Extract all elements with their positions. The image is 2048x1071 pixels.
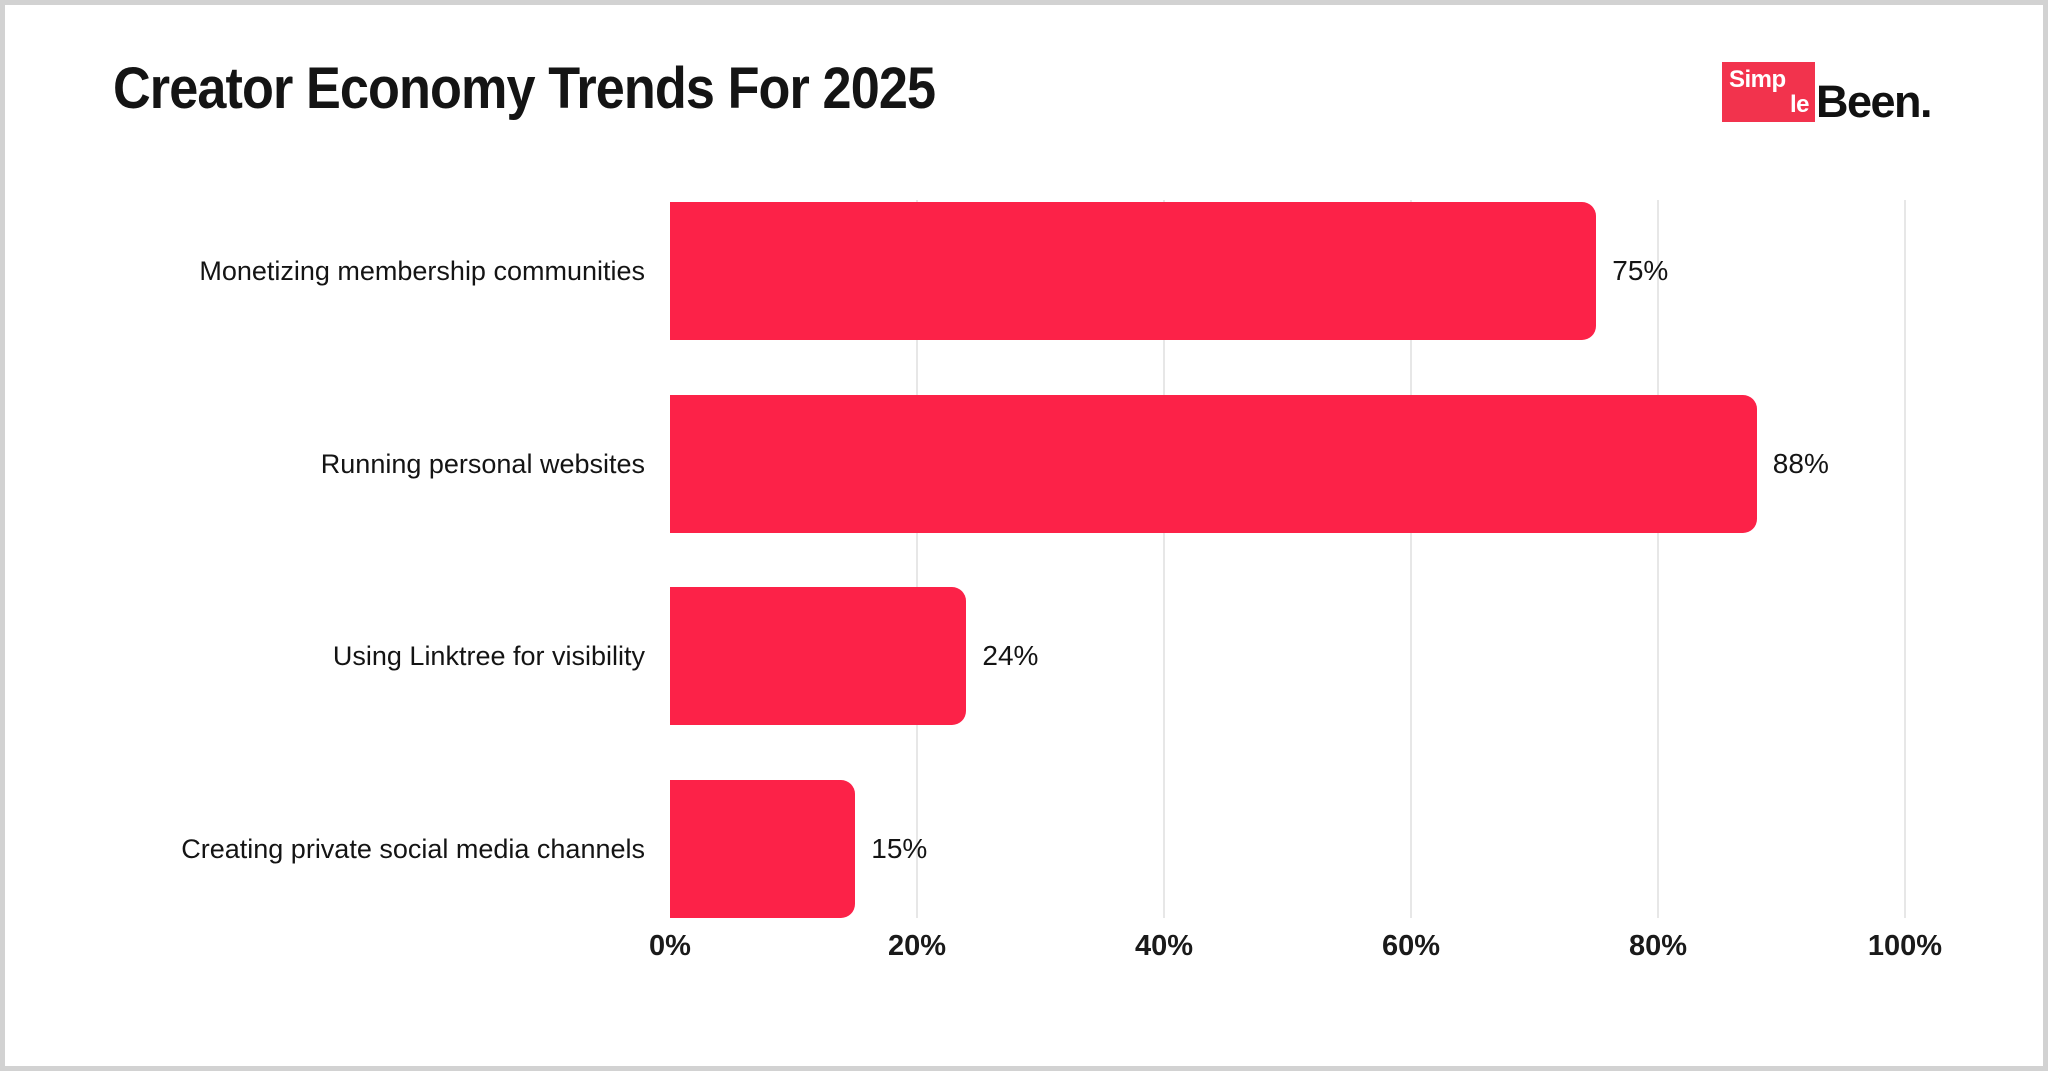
gridline bbox=[1163, 200, 1165, 918]
bar bbox=[670, 202, 1597, 340]
bar-value-label: 15% bbox=[871, 832, 928, 864]
bar bbox=[670, 779, 856, 918]
gridline bbox=[1657, 200, 1659, 918]
x-tick-label: 20% bbox=[887, 930, 947, 962]
bar-chart: Monetizing membership communities 75% Runn… bbox=[5, 5, 2043, 1066]
bar-category-label: Creating private social media channels bbox=[181, 833, 645, 864]
x-tick-label: 60% bbox=[1381, 930, 1441, 962]
bar-value-label: 24% bbox=[982, 640, 1039, 671]
gridline bbox=[1904, 200, 1906, 918]
logo-mark-text-line2: le bbox=[1789, 90, 1810, 118]
bar bbox=[670, 394, 1757, 533]
bar-category-label: Running personal websites bbox=[320, 448, 645, 479]
simplebeen-logo: Simp le Been. bbox=[1722, 62, 1933, 126]
gridline bbox=[916, 200, 918, 918]
x-tick-label: 100% bbox=[1867, 930, 1943, 962]
logo-wordmark: Been. bbox=[1816, 76, 1933, 127]
bar-category-label: Monetizing membership communities bbox=[199, 256, 645, 286]
bar-category-label: Using Linktree for visibility bbox=[332, 641, 645, 671]
bar-value-label: 88% bbox=[1772, 447, 1829, 479]
bar-value-label: 75% bbox=[1612, 255, 1669, 286]
chart-title: Creator Economy Trends For 2025 bbox=[113, 56, 936, 121]
x-tick-label: 80% bbox=[1628, 930, 1688, 962]
x-tick-label: 40% bbox=[1134, 930, 1194, 962]
bar bbox=[670, 587, 967, 725]
logo-mark: Simp le bbox=[1722, 62, 1815, 122]
x-tick-label: 0% bbox=[649, 930, 691, 962]
logo-mark-text-line1: Simp bbox=[1729, 65, 1786, 93]
gridline bbox=[1410, 200, 1412, 918]
